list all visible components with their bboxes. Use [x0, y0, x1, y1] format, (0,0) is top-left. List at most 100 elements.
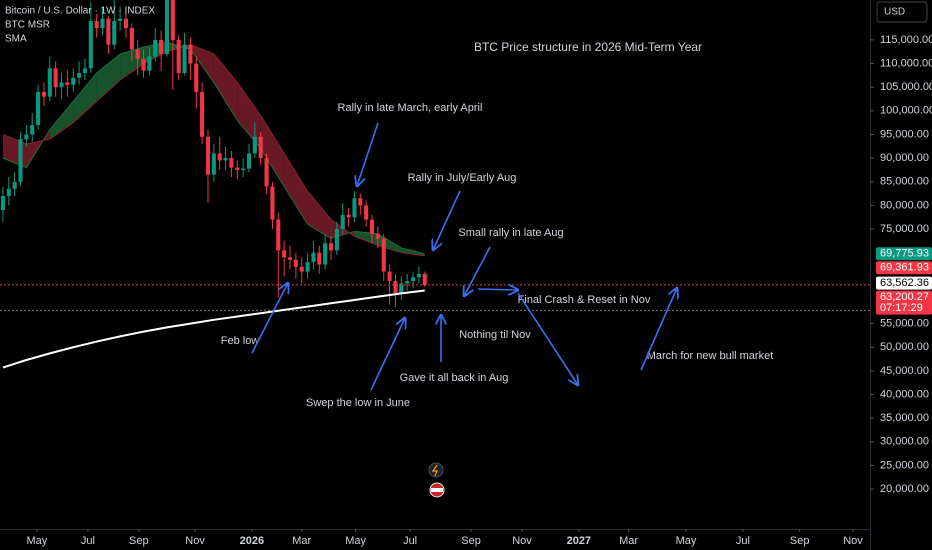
candle-body — [217, 153, 222, 161]
x-tick-label: Jul — [736, 535, 750, 547]
candle-body — [317, 252, 322, 265]
candle-body — [287, 257, 293, 260]
msr-ribbon — [307, 191, 332, 239]
candle-body — [24, 134, 29, 140]
x-tick-label: Jul — [81, 535, 95, 547]
price-label: 69,361.93 — [880, 262, 929, 274]
candle-body — [59, 82, 64, 88]
x-tick-label: Mar — [619, 535, 638, 547]
arrow — [433, 190, 461, 250]
candle-body — [258, 136, 263, 159]
candle-body — [0, 195, 5, 211]
candle-body — [328, 243, 334, 251]
event-icon-glyph — [431, 488, 443, 492]
event-icon-glyph — [431, 464, 438, 477]
candle-body — [282, 250, 287, 258]
candle-body — [41, 91, 46, 97]
x-tick-label: Sep — [790, 535, 810, 547]
candle-body — [65, 82, 70, 85]
candle-body — [106, 18, 111, 45]
candle-body — [123, 18, 129, 29]
sma-line — [2, 289, 425, 369]
candle-body — [153, 39, 158, 57]
legend-symbol: Bitcoin / U.S. Dollar · 1W · INDEX — [5, 6, 155, 17]
candle-body — [305, 262, 310, 272]
candle-body — [118, 18, 123, 21]
candle-body — [252, 136, 257, 154]
arrow — [517, 292, 578, 385]
price-label: 63,562.36 — [880, 277, 929, 289]
candle-body — [410, 277, 416, 282]
x-tick-label: Nov — [843, 535, 863, 547]
y-tick-label: 35,000.00 — [880, 412, 929, 424]
annotation: March for new bull market — [647, 350, 774, 362]
candle-body — [235, 167, 240, 170]
x-tick-label: May — [345, 535, 366, 547]
y-tick-label: 75,000.00 — [880, 223, 929, 235]
price-label-box — [876, 247, 932, 261]
annotation: Small rally in late Aug — [458, 227, 563, 239]
candle-body — [30, 125, 35, 135]
arrow — [640, 288, 677, 371]
price-label-box — [876, 290, 932, 315]
annotation: Gave it all back in Aug — [400, 372, 509, 384]
msr-ribbon — [49, 101, 74, 140]
x-tick-label: Jul — [403, 535, 417, 547]
event-icons — [428, 462, 445, 498]
candle-body — [276, 219, 281, 251]
candle-body — [369, 219, 375, 234]
candle-body — [364, 205, 369, 220]
candle-body — [182, 44, 187, 74]
y-tick-label: 55,000.00 — [880, 318, 929, 330]
annotation: Rally in July/Early Aug — [408, 172, 517, 184]
annotation: Swep the low in June — [306, 397, 410, 409]
candle-body — [141, 58, 146, 71]
candle-body — [422, 273, 427, 285]
arrow — [357, 122, 379, 186]
candle-body — [205, 136, 211, 175]
candle-body — [71, 77, 76, 85]
annotation: Feb low — [221, 335, 260, 347]
legend-indicator: SMA — [5, 34, 27, 45]
candle-body — [100, 18, 105, 29]
msr-ribbon — [213, 54, 238, 121]
price-label: 69,775.93 — [880, 248, 929, 260]
candle-body — [352, 198, 357, 218]
candle-body — [264, 158, 269, 187]
candle-body — [94, 20, 99, 29]
candle-body — [77, 73, 82, 78]
plot-area — [0, 0, 870, 369]
candle-body — [53, 68, 58, 88]
x-tick-label: 2027 — [567, 535, 591, 547]
price-label: 63,200.27 — [880, 291, 929, 303]
x-tick-label: Nov — [512, 535, 532, 547]
candle-body — [129, 28, 134, 50]
annotation-title: BTC Price structure in 2026 Mid-Term Yea… — [474, 40, 702, 54]
msr-ribbon — [284, 153, 308, 225]
candle-body — [36, 91, 41, 126]
x-tick-label: Mar — [292, 535, 311, 547]
y-tick-label: 45,000.00 — [880, 365, 929, 377]
currency-button[interactable] — [876, 1, 928, 23]
y-tick-label: 100,000.00 — [880, 105, 932, 117]
event-icon — [428, 462, 444, 478]
candle-body — [170, 0, 175, 40]
msr-line — [2, 44, 425, 257]
y-tick-label: 105,000.00 — [880, 81, 932, 93]
arrow — [370, 318, 405, 391]
candle-body — [399, 283, 404, 293]
candle-body — [200, 91, 205, 137]
y-tick-label: 85,000.00 — [880, 176, 929, 188]
candle-body — [375, 233, 380, 239]
candle-body — [381, 238, 386, 272]
candle-body — [211, 153, 216, 175]
candle-body — [88, 20, 93, 69]
candle-body — [135, 49, 140, 59]
annotation: Nothing til Nov — [459, 329, 531, 341]
msr-ribbon — [260, 115, 285, 187]
currency-label[interactable]: USD — [884, 7, 905, 18]
candle-body — [311, 252, 316, 263]
x-tick-label: Sep — [461, 535, 481, 547]
